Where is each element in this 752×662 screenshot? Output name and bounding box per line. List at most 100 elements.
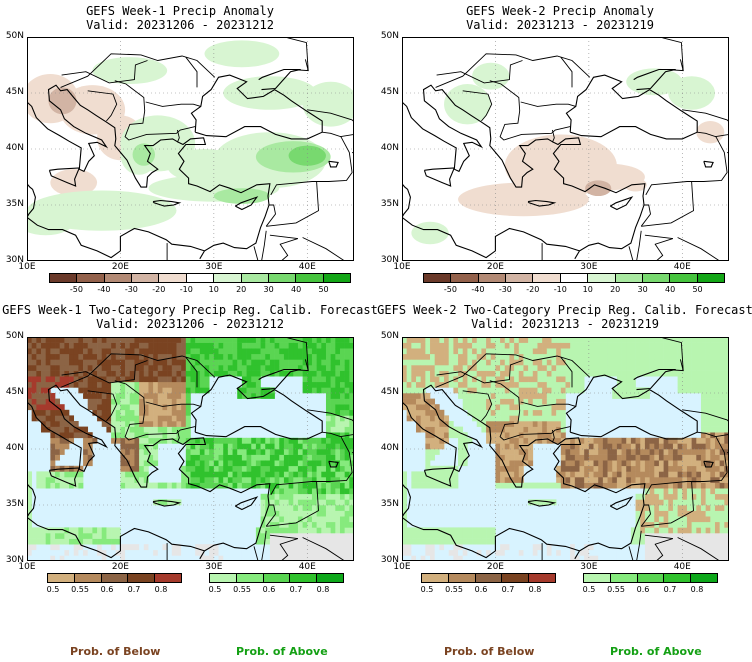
probability-cell: [139, 460, 145, 467]
probability-cell: [542, 365, 548, 371]
probability-cell: [658, 477, 664, 483]
probability-cell: [246, 460, 252, 467]
probability-cell: [490, 353, 496, 360]
probability-cell: [199, 381, 205, 388]
probability-cell: [528, 443, 534, 450]
probability-cell: [344, 549, 350, 556]
probability-cell: [153, 555, 159, 561]
probability-cell: [500, 376, 506, 383]
probability-cell: [476, 353, 482, 360]
probability-cell: [663, 337, 669, 343]
probability-cell: [87, 533, 93, 539]
probability-cell: [223, 337, 229, 343]
coastline: [48, 467, 81, 487]
probability-cell: [237, 365, 243, 371]
probability-cell: [710, 549, 716, 556]
probability-cell: [686, 527, 692, 534]
probability-cell: [283, 521, 289, 528]
probability-cell: [134, 471, 140, 478]
probability-cell: [593, 337, 599, 343]
probability-cell: [626, 337, 632, 343]
probability-cell: [288, 353, 294, 360]
probability-cell: [45, 477, 51, 483]
probability-cell: [523, 370, 529, 377]
probability-cell: [251, 370, 257, 377]
probability-cell: [55, 555, 60, 561]
probability-cell: [425, 359, 431, 366]
probability-cell: [672, 449, 678, 455]
probability-cell: [41, 533, 46, 539]
panel-title: GEFS Week-1 Two-Category Precip Reg. Cal…: [2, 303, 378, 317]
probability-cell: [302, 465, 308, 472]
probability-cell: [560, 443, 566, 450]
probability-cell: [668, 460, 674, 467]
probability-cell: [677, 527, 683, 534]
probability-cell: [125, 409, 131, 416]
probability-cell: [265, 337, 271, 343]
probability-cell: [560, 409, 566, 416]
probability-cell: [626, 365, 632, 371]
probability-cell: [330, 437, 336, 444]
probability-cell: [714, 465, 720, 472]
probability-cell: [490, 404, 496, 411]
probability-cell: [518, 365, 524, 371]
probability-cell: [125, 359, 131, 366]
probability-cell: [593, 353, 599, 360]
probability-cell: [514, 348, 520, 355]
probability-cell: [686, 477, 692, 483]
probability-cell: [311, 387, 317, 394]
probability-cell: [297, 443, 303, 450]
probability-cell: [302, 348, 308, 355]
probability-cell: [542, 421, 548, 427]
probability-cell: [593, 342, 599, 349]
probability-cell: [255, 443, 261, 450]
probability-cell: [472, 555, 478, 561]
colorbar-tick: 0.7: [127, 585, 141, 594]
probability-cell: [630, 544, 636, 551]
probability-cell: [514, 370, 520, 377]
probability-cell: [125, 460, 131, 467]
probability-cell: [349, 387, 354, 394]
probability-cell: [120, 353, 126, 360]
probability-cell: [106, 549, 112, 556]
probability-cell: [714, 353, 720, 360]
probability-cell: [514, 460, 520, 467]
probability-cell: [406, 549, 412, 556]
probability-cell: [616, 465, 622, 472]
probability-cell: [316, 443, 322, 450]
probability-cell: [518, 432, 524, 439]
probability-cell: [302, 460, 308, 467]
probability-cell: [83, 437, 89, 444]
probability-cell: [302, 387, 308, 394]
probability-cell: [115, 421, 121, 427]
probability-cell: [710, 393, 716, 399]
probability-cell: [495, 387, 501, 394]
probability-cell: [311, 353, 317, 360]
probability-cell: [532, 393, 538, 399]
probability-cell: [481, 337, 487, 343]
probability-cell: [321, 449, 327, 455]
probability-cell: [185, 482, 191, 489]
probability-cell: [302, 443, 308, 450]
probability-cell: [213, 370, 219, 377]
probability-cell: [339, 471, 345, 478]
probability-cell: [297, 510, 303, 517]
probability-cell: [293, 488, 299, 495]
probability-cell: [344, 454, 350, 461]
probability-cell: [481, 398, 487, 405]
probability-cell: [537, 555, 543, 561]
probability-cell: [691, 477, 697, 483]
probability-cell: [621, 454, 627, 461]
probability-cell: [181, 365, 187, 371]
probability-cell: [644, 499, 650, 506]
probability-cell: [204, 370, 210, 377]
probability-cell: [255, 381, 261, 388]
probability-cell: [710, 488, 716, 495]
probability-cell: [574, 359, 580, 366]
probability-cell: [232, 454, 238, 461]
probability-cell: [654, 365, 660, 371]
probability-cell: [500, 477, 506, 483]
probability-cell: [420, 555, 426, 561]
probability-cell: [97, 533, 103, 539]
probability-cell: [293, 482, 299, 489]
